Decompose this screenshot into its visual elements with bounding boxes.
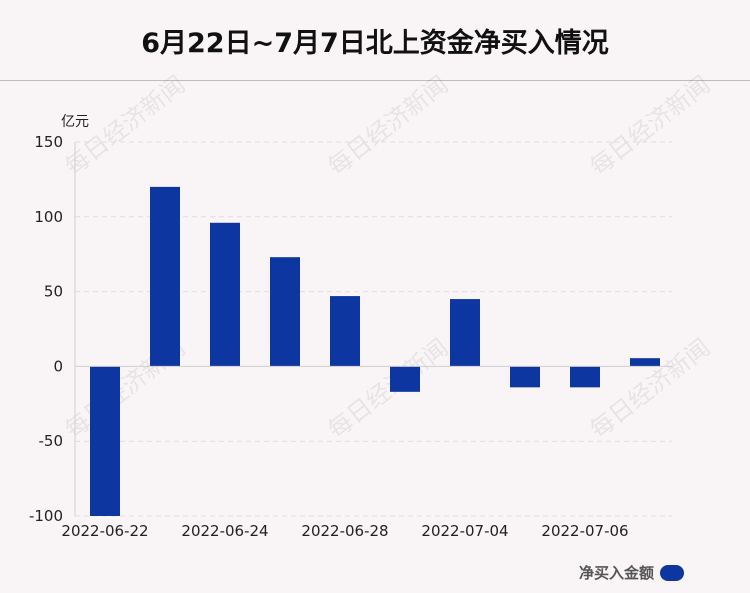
y-tick-label: 50 [44,283,63,301]
legend-swatch [660,564,684,581]
bar [510,366,540,388]
bar [330,296,360,367]
bar [210,222,240,367]
x-tick-label: 2022-07-06 [541,522,628,540]
x-tick-label: 2022-06-22 [61,522,148,540]
bar [570,366,600,388]
y-axis-unit: 亿元 [61,114,89,130]
watermark-text: 每日经济新闻 [323,70,454,181]
chart-title: 6月22日~7月7日北上资金净买入情况 [141,27,609,59]
bar [630,358,660,367]
bar [390,366,420,392]
grid-lines [75,141,672,517]
watermark-text: 每日经济新闻 [585,70,716,181]
title-divider [0,80,750,81]
bar [450,299,480,367]
y-tick-label: -50 [39,432,64,450]
x-tick-label: 2022-07-04 [421,522,508,540]
y-tick-label: -100 [29,507,63,525]
bar [150,186,180,367]
bars [90,186,660,516]
x-tick-label: 2022-06-24 [181,522,268,540]
bar [270,257,300,367]
y-tick-label: 150 [34,133,63,151]
legend: 净买入金额 [579,562,684,583]
bar [90,366,120,516]
x-tick-label: 2022-06-28 [301,522,388,540]
legend-label: 净买入金额 [578,564,654,582]
y-tick-label: 100 [34,208,63,226]
watermark-text: 每日经济新闻 [585,333,716,444]
y-tick-label: 0 [53,357,63,375]
